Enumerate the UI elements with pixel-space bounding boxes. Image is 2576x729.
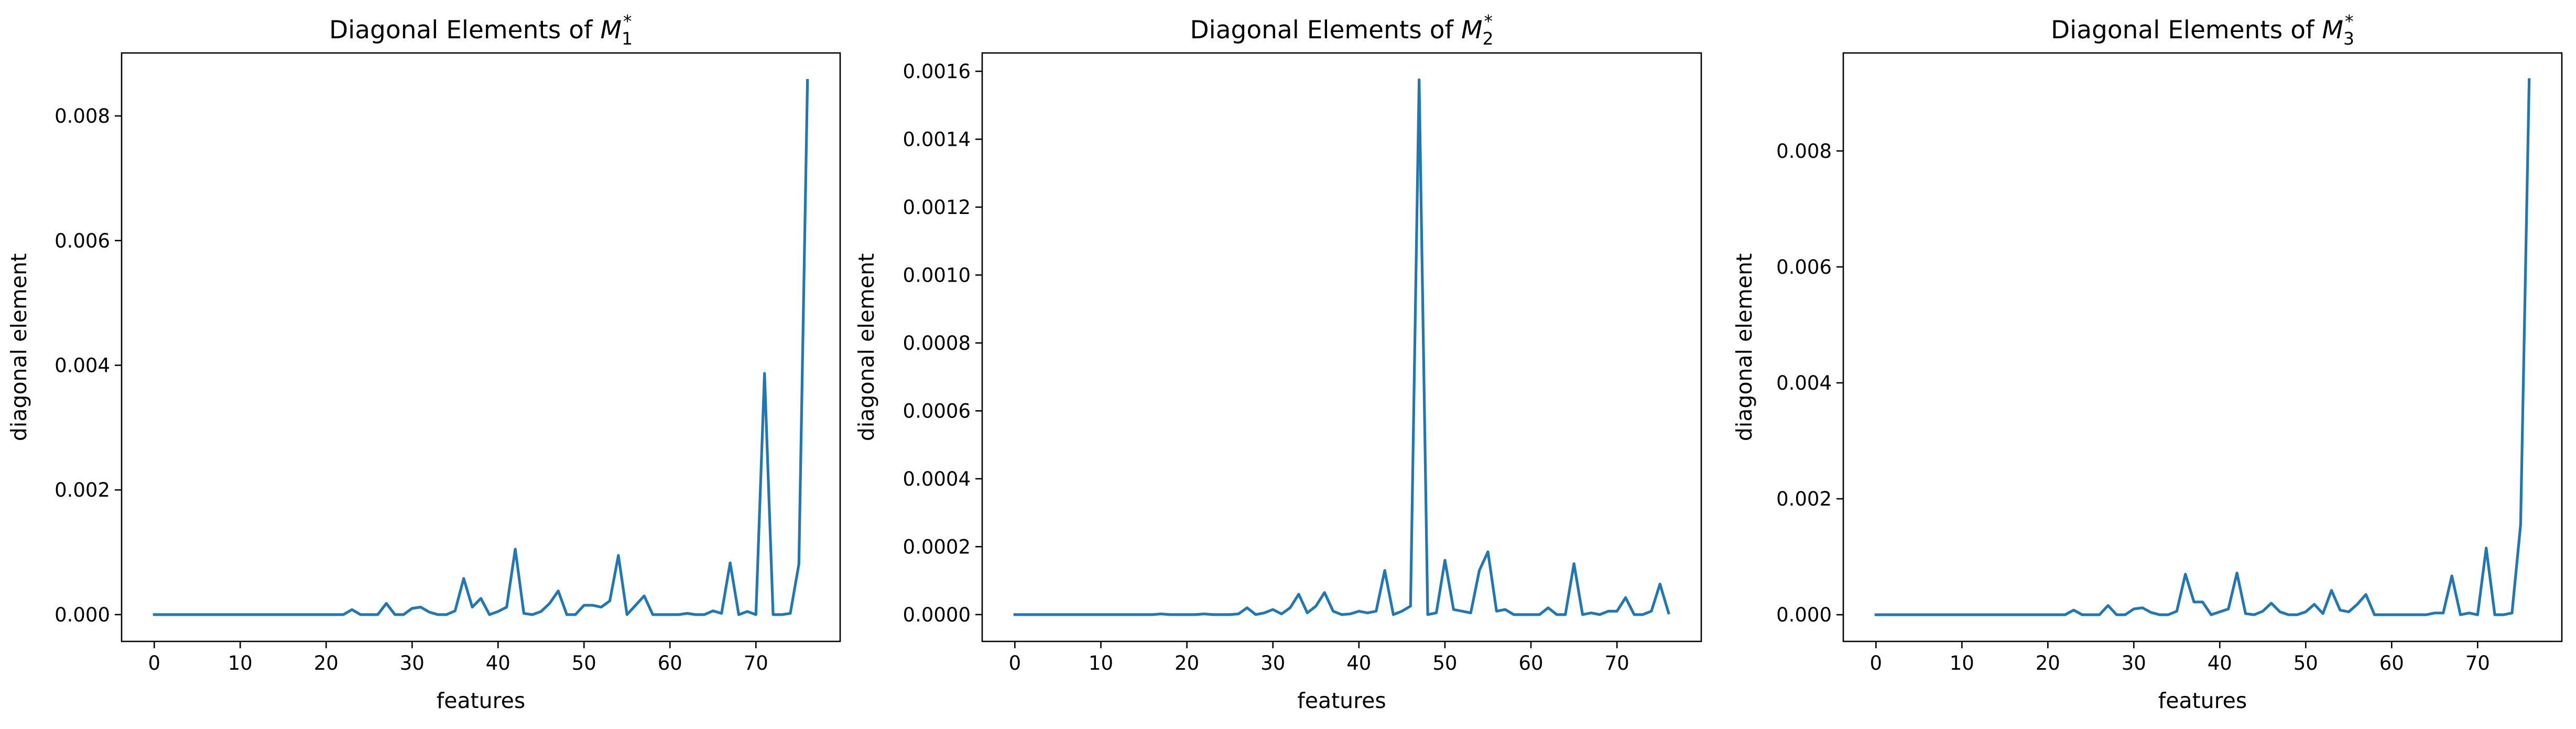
chart-title-symbol: M <box>2322 16 2343 45</box>
y-tick-label: 0.000 <box>1776 604 1832 626</box>
x-tick-label: 40 <box>2208 652 2232 674</box>
x-tick-label: 10 <box>1950 652 1974 674</box>
plot-area-frame <box>1842 52 2563 642</box>
chart-title: Diagonal Elements of M1* <box>329 11 633 49</box>
x-tick-label: 20 <box>314 652 339 674</box>
chart-title-prefix: Diagonal Elements of <box>2051 16 2322 45</box>
y-tick-label: 0.008 <box>1776 140 1832 163</box>
x-tick-label: 0 <box>1009 652 1021 674</box>
y-tick-label: 0.0014 <box>903 128 971 151</box>
y-tick-label: 0.0012 <box>903 196 971 219</box>
chart-title-symbol: M <box>600 16 622 45</box>
chart-title-subscript: 3 <box>2343 28 2354 49</box>
y-tick-label: 0.0004 <box>903 468 971 490</box>
y-tick-label: 0.004 <box>1776 372 1832 394</box>
x-tick-label: 50 <box>572 652 596 674</box>
chart-panel-3: Diagonal Elements of M3* 0 10 20 30 40 50 60 70 0… <box>1732 11 2563 713</box>
y-tick-label: 0.0002 <box>903 535 971 558</box>
x-tick-label: 30 <box>400 652 425 674</box>
x-tick-label: 40 <box>486 652 510 674</box>
y-axis-label: diagonal element <box>854 253 879 441</box>
series-line <box>1874 78 2531 616</box>
x-tick-label: 70 <box>2465 652 2490 674</box>
x-tick-label: 30 <box>1260 652 1285 674</box>
chart-title: Diagonal Elements of M3* <box>2051 11 2354 49</box>
chart-title-subscript: 2 <box>1483 28 1494 49</box>
x-tick-label: 50 <box>1432 652 1457 674</box>
y-tick-label: 0.0008 <box>903 332 971 355</box>
x-tick-label: 60 <box>1519 652 1544 674</box>
x-tick-label: 20 <box>1175 652 1199 674</box>
plot-area-frame <box>121 52 841 642</box>
x-tick-label: 10 <box>228 652 253 674</box>
x-tick-label: 70 <box>1605 652 1629 674</box>
chart-panel-2: Diagonal Elements of M2* 0 10 20 30 40 50 60 70 0… <box>854 11 1702 713</box>
x-tick-label: 30 <box>2122 652 2146 674</box>
x-tick-label: 60 <box>658 652 682 674</box>
chart-title-prefix: Diagonal Elements of <box>1190 16 1461 45</box>
chart-title-superscript: * <box>623 11 632 31</box>
y-tick-label: 0.0000 <box>903 604 971 626</box>
y-axis-label: diagonal element <box>1732 253 1757 441</box>
series-line <box>153 79 809 616</box>
x-tick-label: 60 <box>2379 652 2404 674</box>
y-tick-label: 0.0016 <box>903 60 971 83</box>
x-tick-label: 0 <box>1870 652 1883 674</box>
x-tick-label: 50 <box>2294 652 2318 674</box>
chart-title-symbol: M <box>1461 16 1483 45</box>
y-tick-label: 0.0006 <box>903 400 971 422</box>
x-tick-label: 70 <box>744 652 768 674</box>
y-tick-label: 0.002 <box>55 479 110 501</box>
chart-title-superscript: * <box>1484 11 1493 31</box>
x-axis-label: features <box>1297 688 1386 713</box>
y-tick-label: 0.004 <box>55 354 110 377</box>
y-tick-label: 0.006 <box>55 230 110 252</box>
chart-title: Diagonal Elements of M2* <box>1190 11 1493 49</box>
x-tick-label: 10 <box>1089 652 1113 674</box>
y-tick-label: 0.0010 <box>903 264 971 286</box>
chart-panel-1: Diagonal Elements of M1* 0 10 20 30 40 50 60 70 0… <box>6 11 841 713</box>
series-line <box>1013 78 1670 616</box>
chart-title-superscript: * <box>2345 11 2354 31</box>
x-axis-label: features <box>2158 688 2247 713</box>
chart-title-prefix: Diagonal Elements of <box>329 16 600 45</box>
chart-title-subscript: 1 <box>622 28 633 49</box>
y-axis-label: diagonal element <box>6 253 31 441</box>
y-tick-label: 0.002 <box>1776 488 1832 510</box>
x-axis-label: features <box>437 688 525 713</box>
x-tick-label: 20 <box>2036 652 2060 674</box>
y-tick-label: 0.006 <box>1776 256 1832 278</box>
y-tick-label: 0.008 <box>55 105 110 127</box>
x-tick-label: 40 <box>1346 652 1371 674</box>
plot-area-frame <box>981 52 1702 642</box>
x-tick-label: 0 <box>148 652 161 674</box>
y-tick-label: 0.000 <box>55 604 110 626</box>
